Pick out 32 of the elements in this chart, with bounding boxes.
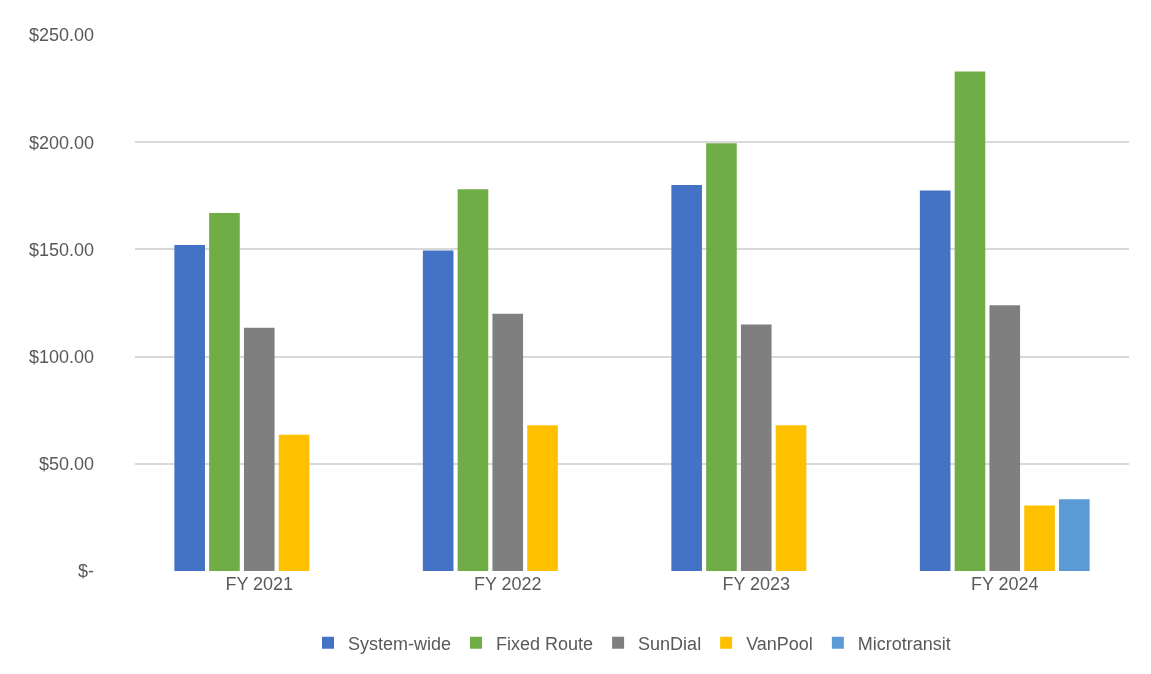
y-tick-label: $250.00 <box>28 25 94 46</box>
x-tick-label: FY 2024 <box>970 574 1039 594</box>
bar <box>457 189 489 571</box>
legend-label: SunDial <box>638 633 702 654</box>
y-tick-label: $100.00 <box>28 346 94 367</box>
bar <box>527 425 558 571</box>
bar <box>706 143 737 571</box>
bar <box>422 250 454 571</box>
y-tick-label: $150.00 <box>28 239 94 260</box>
bar <box>278 434 310 571</box>
bar <box>671 185 702 571</box>
x-tick-label: FY 2022 <box>473 574 542 594</box>
legend-label: Fixed Route <box>496 633 594 654</box>
x-tick-label: FY 2023 <box>722 574 791 594</box>
bar <box>243 327 275 571</box>
bar <box>1024 505 1055 571</box>
legend-label: Microtransit <box>857 633 951 654</box>
bar <box>174 245 205 571</box>
bar <box>1059 499 1090 571</box>
bar <box>954 71 986 571</box>
y-tick-label: $50.00 <box>38 454 94 475</box>
bar <box>919 190 951 571</box>
bar <box>209 212 240 571</box>
y-tick-label: $- <box>77 561 94 582</box>
bar <box>775 425 807 571</box>
y-tick-label: $200.00 <box>28 132 94 153</box>
legend-label: System-wide <box>348 633 452 654</box>
bar <box>740 324 772 571</box>
bar <box>989 305 1021 571</box>
legend-label: VanPool <box>746 633 813 654</box>
x-tick-label: FY 2021 <box>225 574 294 594</box>
bar <box>492 313 524 571</box>
